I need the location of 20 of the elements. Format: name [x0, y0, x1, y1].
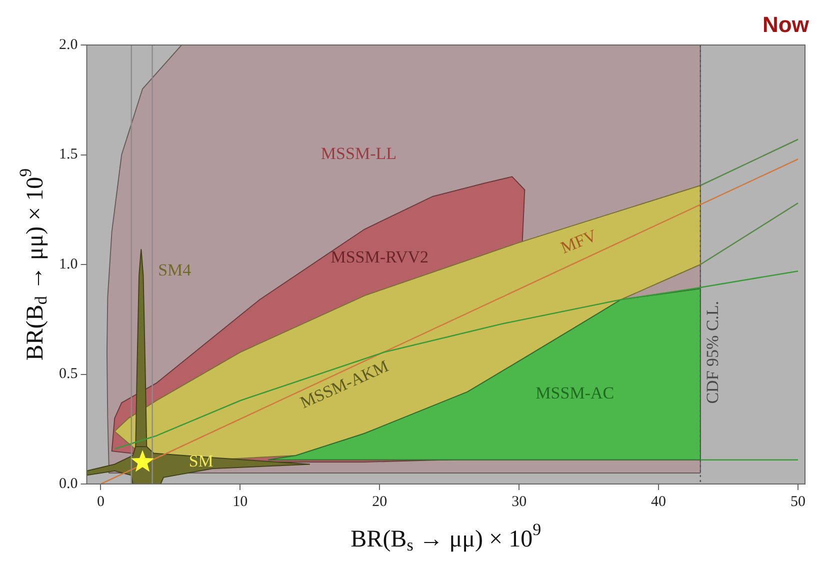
y-tick-label: 1.5	[59, 146, 78, 163]
y-tick-label: 1.0	[59, 256, 78, 272]
x-tick-label: 50	[790, 494, 806, 510]
x-tick-label: 10	[232, 494, 248, 510]
y-tick-label: 2.0	[59, 36, 78, 53]
y-axis-title: BR(Bd → μμ) × 109	[16, 168, 50, 361]
y-tick-label: 0.5	[59, 366, 78, 382]
x-tick-label: 40	[651, 494, 666, 510]
y-tick-label: 0.0	[59, 476, 78, 492]
chart-title: Now	[762, 12, 810, 38]
series-label: MSSM-LL	[320, 144, 396, 164]
series-label: MSSM-RVV2	[330, 247, 429, 266]
series-label: SM4	[158, 260, 192, 280]
x-tick-label: 0	[96, 494, 104, 510]
x-tick-label: 30	[512, 494, 527, 510]
series-label: SM	[188, 452, 214, 471]
text: MFV	[558, 226, 600, 258]
ref-line-label: CDF 95% C.L.	[702, 300, 722, 404]
x-tick-label: 20	[372, 494, 388, 510]
series-label: MSSM-AC	[536, 383, 614, 402]
